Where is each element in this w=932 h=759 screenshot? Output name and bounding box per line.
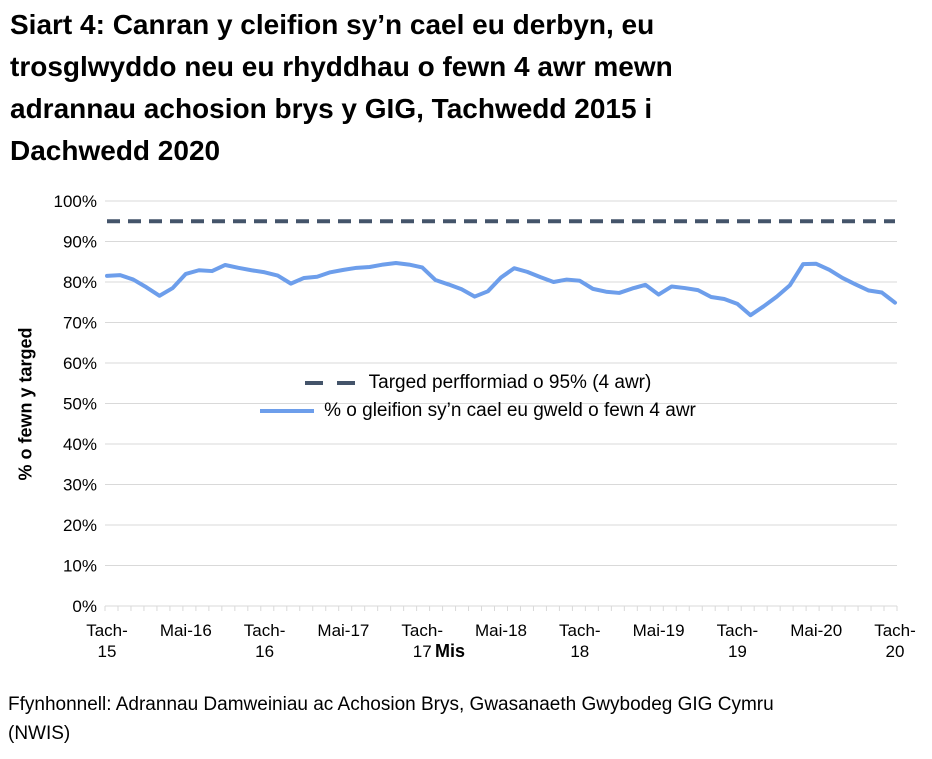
- y-tick-label: 0%: [72, 597, 97, 616]
- x-tick-label: Tach-17: [401, 621, 443, 661]
- x-tick-label: Mai-18: [475, 621, 527, 640]
- y-axis-title: % o fewn y targed: [15, 327, 36, 481]
- y-tick-label: 90%: [63, 233, 97, 252]
- x-axis-title: Mis: [434, 641, 465, 661]
- legend-label-performance: % o gleifion sy’n cael eu gweld o fewn 4…: [324, 400, 696, 421]
- legend-item-performance: % o gleifion sy’n cael eu gweld o fewn 4…: [128, 397, 828, 425]
- legend-label-target: Targed perfformiad o 95% (4 awr): [368, 372, 652, 393]
- dashed-line-swatch-icon: [304, 381, 359, 385]
- y-tick-label: 70%: [63, 314, 97, 333]
- x-tick-label: Tach-16: [244, 621, 286, 661]
- x-tick-label: Tach-18: [559, 621, 601, 661]
- x-tick-label: Mai-16: [160, 621, 212, 640]
- y-tick-label: 40%: [63, 435, 97, 454]
- x-tick-label: Mai-17: [317, 621, 369, 640]
- x-tick-label: Tach-15: [86, 621, 128, 661]
- performance-line-chart: 0% 10% 20% 30% 40% 50% 60% 70% 80% 90% 100% Tach-15…: [54, 192, 916, 661]
- solid-line-swatch-icon: [260, 409, 315, 413]
- y-tick-label: 20%: [63, 516, 97, 535]
- chart-title: Siart 4: Canran y cleifion sy’n cael eu …: [10, 9, 673, 166]
- x-tick-label: Mai-19: [633, 621, 685, 640]
- x-tick-label: Tach-20: [874, 621, 916, 661]
- chart-legend: Targed perfformiad o 95% (4 awr) % o gle…: [128, 369, 828, 425]
- y-tick-label: 10%: [63, 557, 97, 576]
- legend-item-target: Targed perfformiad o 95% (4 awr): [128, 369, 828, 397]
- x-tick-label: Tach-19: [717, 621, 759, 661]
- performance-line: [105, 260, 897, 318]
- x-tick-label: Mai-20: [790, 621, 842, 640]
- y-tick-label: 60%: [63, 354, 97, 373]
- y-tick-label: 50%: [63, 395, 97, 414]
- y-tick-label: 100%: [54, 192, 97, 211]
- source-note: Ffynhonnell: Adrannau Damweiniau ac Acho…: [8, 694, 774, 744]
- y-tick-label: 80%: [63, 273, 97, 292]
- y-tick-label: 30%: [63, 476, 97, 495]
